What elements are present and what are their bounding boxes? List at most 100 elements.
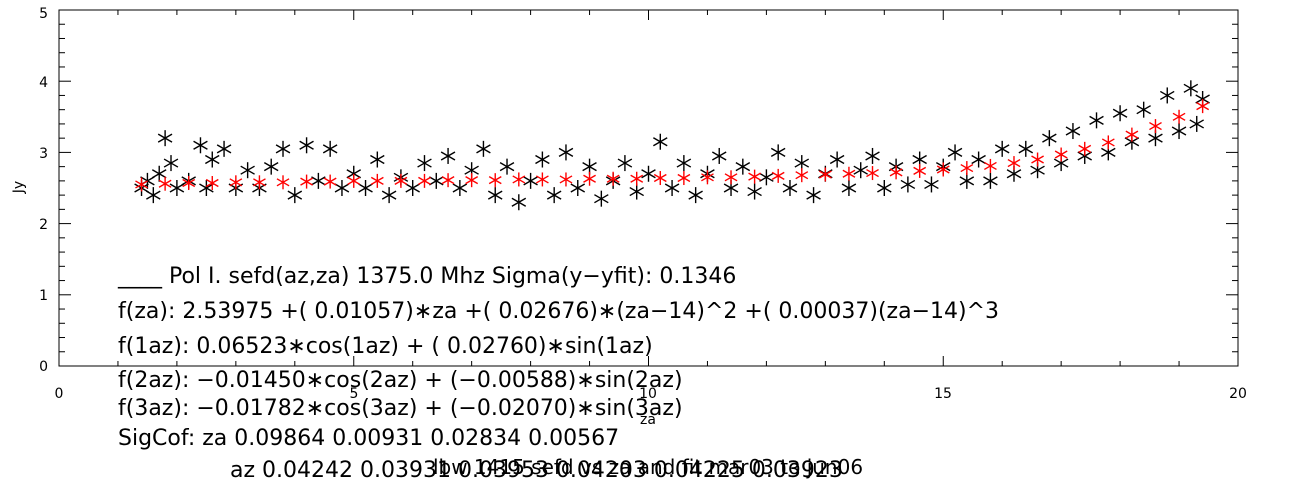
- fit-point: [418, 173, 431, 188]
- data-point: [959, 172, 975, 189]
- annotation-sigcof-az: az 0.04242 0.03931 0.03953 0.04203 0.042…: [230, 458, 843, 483]
- fit-point: [795, 168, 809, 183]
- annotation-f3az: f(3az): −0.01782∗cos(3az) + (−0.02070)∗s…: [118, 396, 683, 421]
- data-point: [157, 130, 173, 147]
- fit-point: [1101, 135, 1115, 150]
- data-point: [405, 180, 420, 196]
- fit-point: [1149, 119, 1162, 134]
- data-point: [1089, 112, 1104, 129]
- fit-point: [1054, 147, 1068, 162]
- data-point: [216, 140, 232, 157]
- data-point: [311, 172, 326, 189]
- fit-point: [1125, 127, 1139, 142]
- data-point: [275, 140, 291, 157]
- data-point: [629, 183, 644, 200]
- fit-point: [1196, 99, 1210, 114]
- y-axis-label: Jy: [11, 181, 27, 194]
- data-point: [263, 158, 279, 175]
- fit-point: [748, 169, 762, 184]
- fit-point: [677, 171, 691, 186]
- data-point: [511, 194, 527, 211]
- fit-point: [370, 173, 384, 188]
- fit-point: [818, 167, 832, 182]
- fit-point: [771, 168, 785, 183]
- data-point: [558, 144, 574, 161]
- x-tick-label-5: 5: [350, 386, 359, 402]
- data-points: [134, 80, 1210, 211]
- data-point: [204, 151, 220, 168]
- y-tick-label-5: 5: [39, 6, 48, 22]
- chart-caption: lbw 1415 sefd vs za and fit mar03 to jun…: [433, 455, 863, 479]
- data-point: [1018, 140, 1034, 157]
- data-point: [487, 187, 503, 204]
- data-point: [1042, 130, 1057, 147]
- fit-point: [1172, 109, 1186, 124]
- data-point: [782, 180, 798, 196]
- data-point: [594, 190, 609, 207]
- data-point: [676, 155, 692, 172]
- fit-point: [1007, 156, 1021, 171]
- fit-point: [229, 175, 243, 190]
- data-point: [299, 137, 314, 154]
- y-tick-label-4: 4: [39, 75, 48, 91]
- fit-point: [983, 158, 997, 173]
- data-point: [994, 140, 1010, 157]
- fit-point: [936, 162, 950, 177]
- fit-point: [394, 173, 408, 188]
- data-point: [653, 133, 668, 150]
- x-axis-label: za: [640, 412, 656, 428]
- fit-point: [913, 163, 927, 178]
- data-point: [1189, 115, 1205, 132]
- fit-point: [488, 173, 502, 188]
- data-point: [806, 187, 821, 204]
- fit-point: [842, 166, 856, 181]
- data-point: [924, 176, 939, 193]
- annotation-fza: f(za): 2.53975 +( 0.01057)∗za +( 0.02676…: [118, 299, 999, 324]
- x-tick-label-20: 20: [1229, 386, 1247, 402]
- annotation-f1az: f(1az): 0.06523∗cos(1az) + ( 0.02760)∗si…: [118, 334, 653, 359]
- fit-point: [276, 175, 290, 190]
- data-point: [853, 162, 868, 179]
- axis-ticks: [58, 9, 1239, 367]
- data-point: [841, 180, 857, 196]
- fit-point: [724, 170, 738, 185]
- data-point: [193, 137, 208, 154]
- fit-point: [1078, 141, 1092, 156]
- fit-point: [512, 172, 526, 187]
- data-point: [971, 151, 986, 168]
- data-point: [1065, 123, 1081, 140]
- data-point: [199, 180, 214, 196]
- data-point: [546, 187, 562, 204]
- data-point: [1112, 105, 1128, 122]
- data-point: [370, 151, 385, 168]
- annotation-f2az: f(2az): −0.01450∗cos(2az) + (−0.00588)∗s…: [118, 368, 683, 393]
- data-point: [711, 147, 727, 164]
- fit-point: [653, 171, 667, 186]
- fit-point: [253, 175, 266, 190]
- data-point: [900, 176, 916, 193]
- fit-point: [960, 161, 974, 176]
- fit-point: [323, 174, 337, 189]
- data-point: [535, 151, 550, 168]
- data-point: [151, 165, 167, 182]
- data-point: [829, 151, 845, 168]
- y-tick-label-0: 0: [39, 359, 48, 375]
- fit-point: [205, 176, 219, 191]
- fit-point: [300, 174, 314, 189]
- annotation-sigcof-za: SigCof: za 0.09864 0.00931 0.02834 0.005…: [118, 426, 619, 451]
- fit-point: [701, 170, 714, 185]
- data-point: [287, 187, 303, 204]
- data-point: [641, 165, 656, 182]
- data-point: [865, 147, 880, 164]
- y-tick-label-3: 3: [39, 146, 48, 162]
- fit-point: [866, 166, 879, 181]
- data-point: [747, 183, 762, 200]
- data-point: [417, 155, 432, 172]
- data-point: [877, 180, 892, 196]
- x-tick-label-0: 0: [55, 386, 64, 402]
- data-point: [240, 162, 255, 179]
- data-point: [947, 144, 963, 161]
- data-point: [499, 158, 515, 175]
- y-tick-label-2: 2: [39, 217, 48, 233]
- fit-point: [441, 173, 455, 188]
